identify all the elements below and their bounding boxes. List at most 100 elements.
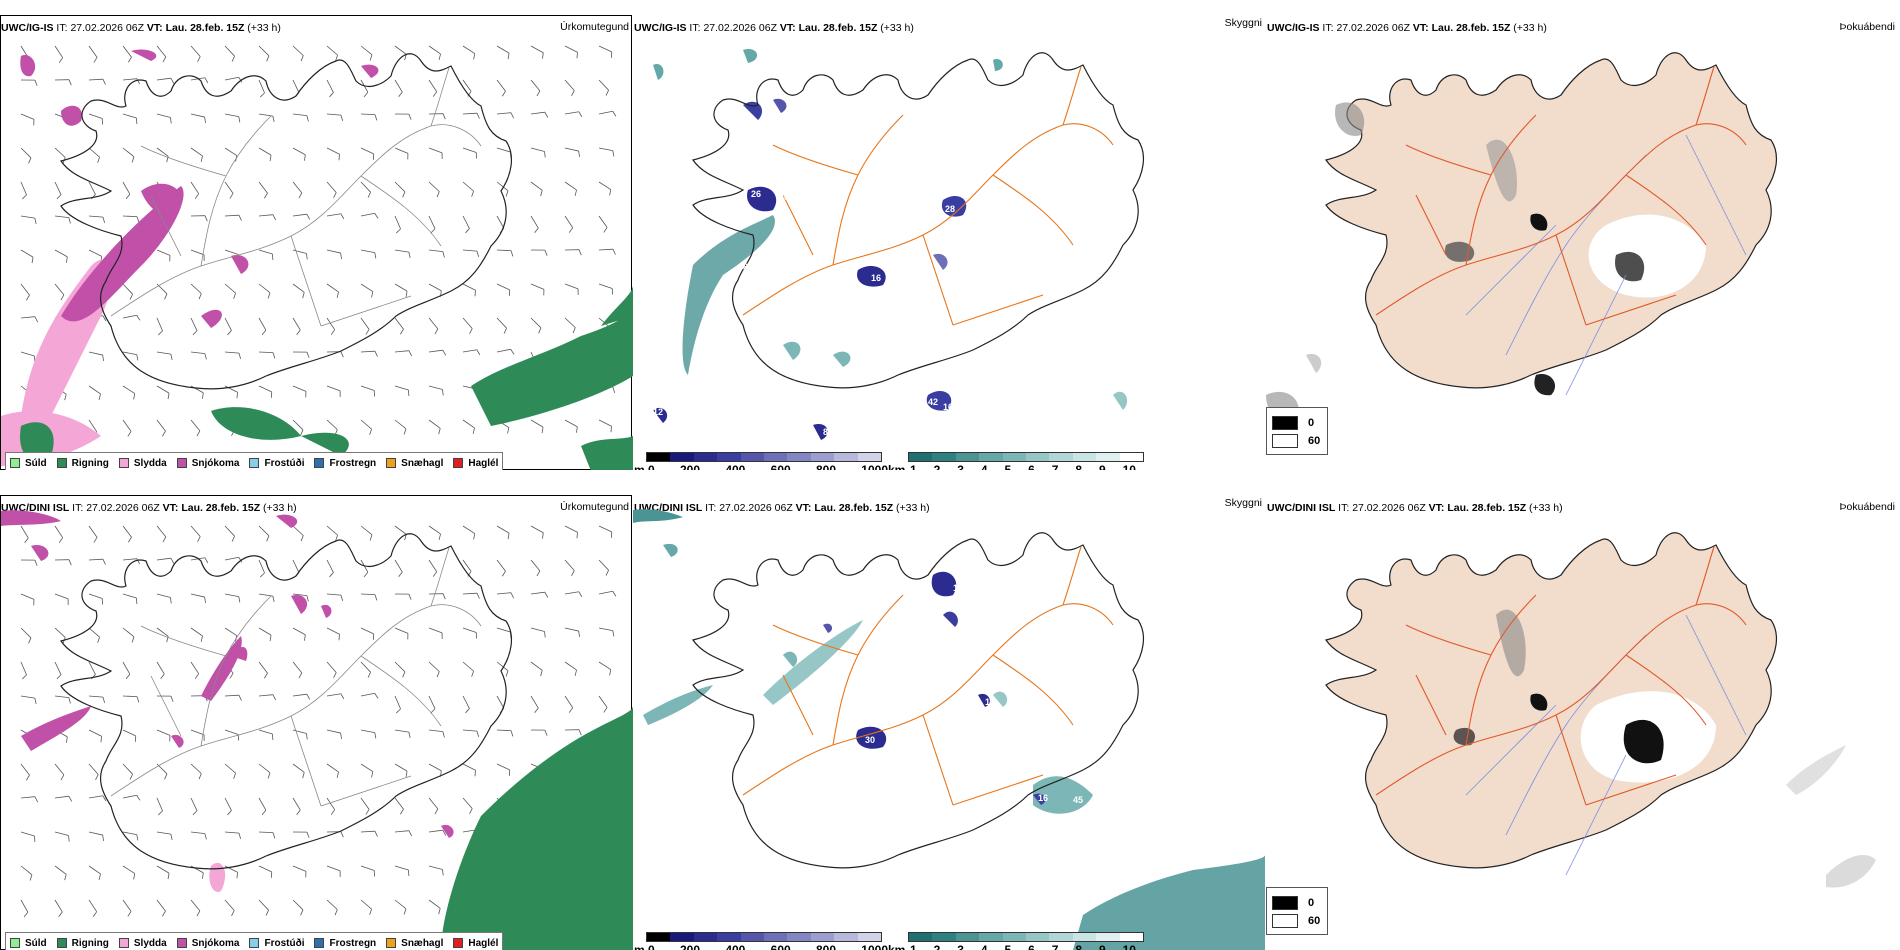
wind-barb-feather — [408, 350, 412, 357]
wind-barb-feather — [259, 572, 265, 578]
wind-barb-feather — [536, 570, 541, 577]
wind-barb-feather — [474, 290, 476, 297]
height-tick: 400 — [725, 463, 746, 470]
vt-label: VT: — [795, 502, 812, 514]
legend-item-rain: Rigning — [56, 458, 109, 469]
wind-barb — [88, 763, 99, 775]
wind-barb-feather — [340, 831, 344, 838]
it-label: IT: — [689, 22, 701, 34]
wind-barb — [88, 865, 101, 875]
visibility-tick: 1 — [910, 463, 917, 470]
iceland-outline — [692, 52, 1145, 389]
wind-barb-feather — [136, 315, 141, 321]
wind-barb — [462, 797, 473, 809]
wind-barb-feather — [367, 672, 371, 678]
roads — [1375, 546, 1747, 806]
wind-barb — [428, 559, 438, 572]
wind-barb-feather — [568, 227, 574, 233]
wind-barb — [360, 45, 373, 56]
wind-barb — [224, 865, 238, 873]
wind-barb-feather — [306, 595, 309, 602]
wind-barb-feather — [474, 770, 476, 777]
wind-barb-feather — [300, 909, 304, 916]
wind-barb — [88, 249, 102, 257]
wind-barb — [258, 865, 272, 873]
height-tick: 0 — [648, 463, 655, 470]
wind-barb-feather — [102, 315, 107, 322]
wind-barb — [122, 794, 137, 799]
wind-barb-feather — [298, 192, 303, 199]
wind-barb-feather — [434, 328, 439, 335]
precip-panel-row2: UWC/DINI ISL IT: 27.02.2026 06Z VT: Lau.… — [0, 480, 633, 950]
wind-barb — [20, 147, 32, 159]
visibility-tick: 4 — [980, 943, 988, 950]
colorbar-segment — [717, 933, 741, 941]
wind-barb-feather — [58, 537, 64, 543]
wind-barb — [88, 558, 103, 561]
wind-barb — [530, 559, 541, 572]
wind-barb-feather — [167, 393, 170, 400]
wind-barb — [394, 79, 403, 93]
model-name: UWC/IG-IS — [634, 22, 687, 34]
wind-barb — [20, 181, 27, 196]
colorbar-segment — [647, 453, 671, 461]
wind-barb — [88, 729, 102, 737]
wind-barb-feather — [238, 695, 242, 701]
wind-barb-feather — [365, 329, 370, 335]
colorbar-segment — [979, 933, 1003, 941]
wind-barb — [462, 525, 476, 534]
wind-barb — [122, 627, 135, 638]
wind-barb — [326, 147, 340, 155]
wind-barb — [292, 559, 300, 573]
wind-barb — [360, 729, 375, 733]
wind-barb-feather — [238, 77, 243, 83]
colorbar-segment — [1119, 453, 1144, 461]
wind-barb — [156, 899, 166, 912]
wind-barb — [156, 797, 163, 812]
wind-barb — [428, 45, 441, 55]
vt-label: VT: — [162, 502, 179, 514]
wind-barb-feather — [162, 430, 166, 437]
wind-barb-feather — [544, 112, 549, 118]
wind-barb — [496, 249, 512, 252]
wind-barb-feather — [23, 911, 29, 918]
wind-barb — [394, 865, 409, 871]
land-fill — [1325, 52, 1778, 389]
legend-label: Frostregn — [329, 457, 377, 469]
wind-barb-feather — [34, 316, 38, 323]
wind-barb-feather — [300, 55, 304, 62]
wind-barb-feather — [68, 835, 70, 842]
wind-barb-feather — [374, 114, 378, 121]
wind-barb — [88, 181, 96, 195]
wind-barb — [326, 593, 341, 596]
wind-barb — [190, 113, 205, 118]
wind-barb-feather — [442, 593, 446, 600]
wind-barb-feather — [238, 215, 242, 221]
wind-barb — [54, 865, 67, 875]
wind-barb — [20, 249, 34, 258]
legend-item-graupel: Snæhagl — [386, 938, 443, 949]
wind-barb-feather — [541, 427, 544, 434]
wind-barb — [54, 181, 62, 195]
lead-time: (+33 h) — [880, 22, 914, 34]
cloud-base-label: 45 — [1073, 795, 1083, 805]
panel-type-title: Þokuábendi — [1839, 501, 1895, 513]
wind-barb-feather — [204, 353, 207, 360]
cloud-base-label: 16 — [953, 583, 963, 593]
legend-item-rain: Rigning — [56, 938, 109, 949]
cloud-base-label: 28 — [945, 204, 955, 214]
wind-barb-feather — [336, 291, 339, 298]
wind-barb — [122, 729, 136, 737]
wind-barb-feather — [502, 570, 506, 577]
wind-barb — [224, 627, 238, 636]
wind-barb-feather — [160, 673, 165, 679]
visibility-tick: 3 — [957, 943, 964, 950]
wind-barb-feather — [469, 328, 473, 335]
wind-barb-feather — [306, 352, 310, 358]
wind-barb-feather — [266, 535, 270, 542]
wind-barb — [564, 215, 574, 228]
wind-barb — [462, 283, 476, 291]
wind-barb — [428, 215, 436, 229]
wind-barb-feather — [476, 731, 480, 737]
